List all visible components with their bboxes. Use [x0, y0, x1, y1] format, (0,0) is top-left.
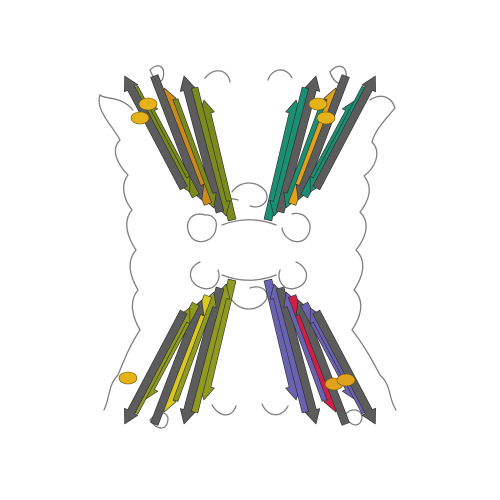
bottom-left-strand	[124, 309, 188, 425]
helix-segment	[308, 97, 328, 111]
bottom-left-strand	[179, 286, 225, 425]
left-outer-loop	[98, 94, 141, 411]
helix-segment	[316, 111, 336, 125]
right-outer-loop	[351, 95, 397, 411]
helix-segment	[336, 373, 356, 387]
beta-strands	[124, 74, 376, 426]
helix-segments	[118, 97, 356, 391]
helix-segment	[130, 111, 150, 125]
bottom-right-hairpin	[344, 409, 363, 426]
center-loop-right	[278, 212, 311, 290]
bottom-mid-loop	[211, 403, 289, 416]
top-right-strand	[275, 75, 321, 214]
bottom-right-strand	[312, 309, 376, 425]
top-right-strand	[312, 75, 376, 191]
center-loop-bottom	[231, 286, 268, 310]
cavity-rim	[221, 219, 277, 281]
loop-traces	[98, 65, 397, 429]
helix-segment	[138, 97, 158, 111]
helix-segment	[118, 371, 138, 385]
top-mid-loop	[204, 69, 293, 83]
center-loop-left	[187, 213, 220, 290]
